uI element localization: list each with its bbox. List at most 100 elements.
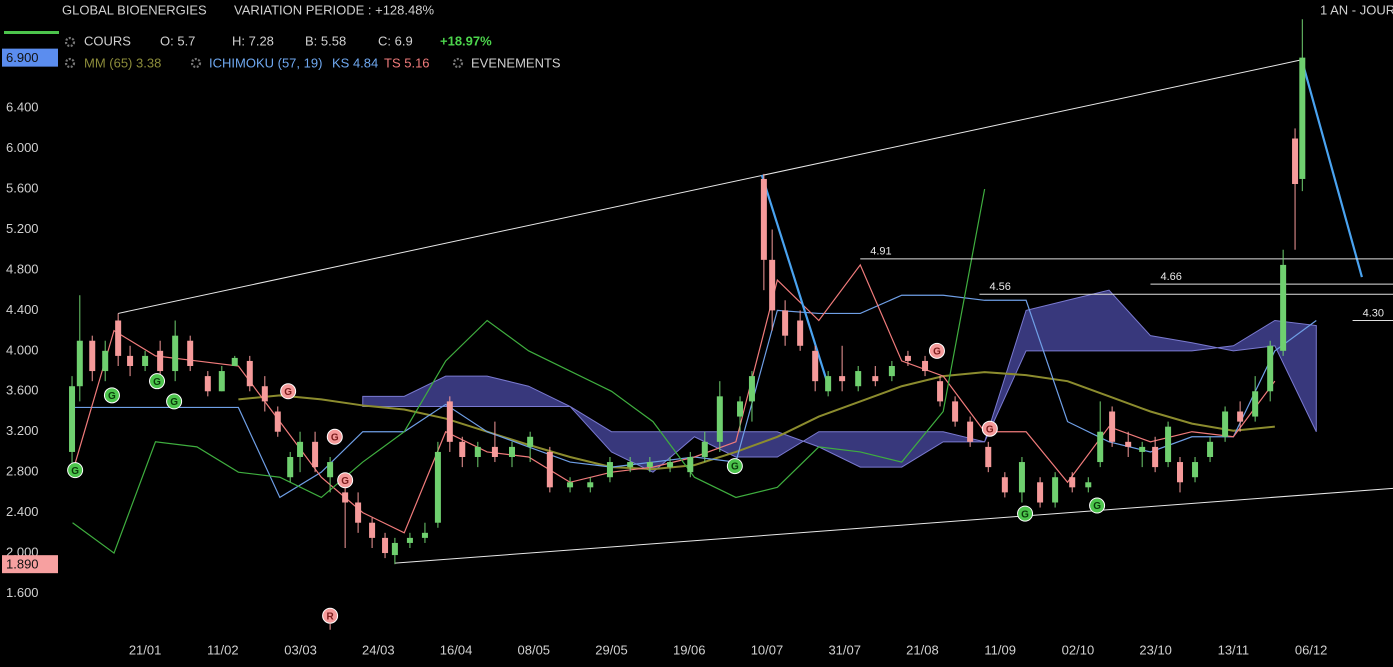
x-tick-label: 24/03 xyxy=(362,642,395,657)
level-label: 4.30 xyxy=(1363,307,1384,319)
y-tick-label: 6.000 xyxy=(6,140,39,155)
gear-icon[interactable] xyxy=(64,36,76,48)
event-label: G xyxy=(153,377,161,388)
header: GLOBAL BIOENERGIES VARIATION PERIODE : +… xyxy=(4,2,1393,70)
candle-body xyxy=(1165,426,1172,463)
price-badge xyxy=(2,555,58,574)
candle-body xyxy=(459,441,466,457)
candle-body xyxy=(391,542,398,556)
candle-body xyxy=(1299,57,1306,179)
event-marker[interactable] xyxy=(166,393,183,410)
event-label: G xyxy=(1021,509,1029,520)
y-tick-label: 5.600 xyxy=(6,181,39,196)
event-marker[interactable] xyxy=(103,387,120,404)
candle-body xyxy=(760,178,767,260)
legend-cours: COURS xyxy=(84,33,131,48)
candle-body xyxy=(355,502,362,523)
candle-body xyxy=(606,462,613,478)
y-tick-label: 2.400 xyxy=(6,504,39,519)
level-label: 4.56 xyxy=(989,281,1010,293)
candle-body xyxy=(1237,411,1244,422)
event-marker[interactable] xyxy=(67,462,84,479)
x-tick-label: 23/10 xyxy=(1139,642,1172,657)
plot-area: 4.914.664.564.30GGGGGGGGGGGGR1.6002.0002… xyxy=(2,19,1393,657)
candle-body xyxy=(218,371,225,392)
x-tick-label: 21/08 xyxy=(906,642,939,657)
gear-icon[interactable] xyxy=(190,57,202,69)
event-label: G xyxy=(108,391,116,402)
x-tick-label: 03/03 xyxy=(284,642,317,657)
legend-ichimoku: ICHIMOKU (57, 19) xyxy=(209,55,322,70)
candle-body xyxy=(1097,431,1104,463)
event-marker[interactable] xyxy=(149,373,166,390)
trend-line xyxy=(394,487,1393,564)
y-tick-label: 2.800 xyxy=(6,464,39,479)
event-label: G xyxy=(1093,501,1101,512)
candle-body xyxy=(1252,391,1259,417)
event-label: G xyxy=(986,424,994,435)
x-tick-label: 10/07 xyxy=(751,642,784,657)
candle-body xyxy=(904,355,911,361)
candle-body xyxy=(985,446,992,468)
candle-body xyxy=(1018,462,1025,493)
candle-body xyxy=(369,522,376,538)
candle-body xyxy=(737,401,744,417)
legend-ts: TS 5.16 xyxy=(384,55,430,70)
event-label: G xyxy=(170,397,178,408)
y-tick-label: 3.200 xyxy=(6,423,39,438)
event-marker[interactable] xyxy=(322,607,339,624)
candle-body xyxy=(1207,441,1214,457)
candle-body xyxy=(825,376,832,392)
candle-body xyxy=(667,462,674,468)
legend-ks: KS 4.84 xyxy=(332,55,378,70)
event-marker[interactable] xyxy=(1017,505,1034,522)
price-badge-label: 6.900 xyxy=(6,50,39,65)
legend-open: O: 5.7 xyxy=(160,33,195,48)
candle-body xyxy=(446,401,453,442)
event-marker[interactable] xyxy=(280,383,297,400)
legend-ma: MM (65) 3.38 xyxy=(84,55,161,70)
candle-body xyxy=(567,482,574,488)
event-marker[interactable] xyxy=(928,342,945,359)
candle-body xyxy=(1001,477,1008,493)
candle-body xyxy=(1152,446,1159,468)
x-tick-label: 08/05 xyxy=(518,642,551,657)
indicator-line xyxy=(72,188,986,555)
candle-body xyxy=(172,335,179,372)
legend-low: B: 5.58 xyxy=(305,33,346,48)
candle-body xyxy=(1280,264,1287,351)
candle-body xyxy=(888,366,895,377)
candle-body xyxy=(782,310,789,336)
gear-icon[interactable] xyxy=(64,57,76,69)
event-marker[interactable] xyxy=(1089,497,1106,514)
legend-high: H: 7.28 xyxy=(232,33,274,48)
event-marker[interactable] xyxy=(981,420,998,437)
candle-body xyxy=(89,340,96,372)
candle-body xyxy=(287,456,294,478)
candle-body xyxy=(967,421,974,442)
candle-body xyxy=(716,396,723,442)
candle-body xyxy=(246,360,253,387)
event-marker[interactable] xyxy=(337,472,354,489)
event-label: G xyxy=(341,476,349,487)
candle-body xyxy=(342,492,349,503)
y-tick-label: 3.600 xyxy=(6,383,39,398)
candle-body xyxy=(382,537,389,554)
candle-body xyxy=(102,350,109,372)
candle-body xyxy=(406,537,413,543)
candle-body xyxy=(69,386,76,452)
candle-body xyxy=(687,456,694,473)
candle-body xyxy=(646,462,653,468)
period[interactable]: 1 AN - JOUR xyxy=(1320,2,1393,17)
event-marker[interactable] xyxy=(726,458,743,475)
ichimoku-cloud xyxy=(362,289,1317,473)
gear-icon[interactable] xyxy=(452,57,464,69)
event-marker[interactable] xyxy=(326,428,343,445)
x-tick-label: 19/06 xyxy=(673,642,706,657)
candle-body xyxy=(1192,462,1199,478)
candle-body xyxy=(327,462,334,478)
candle-body xyxy=(474,446,481,457)
trend-line xyxy=(1301,61,1363,278)
